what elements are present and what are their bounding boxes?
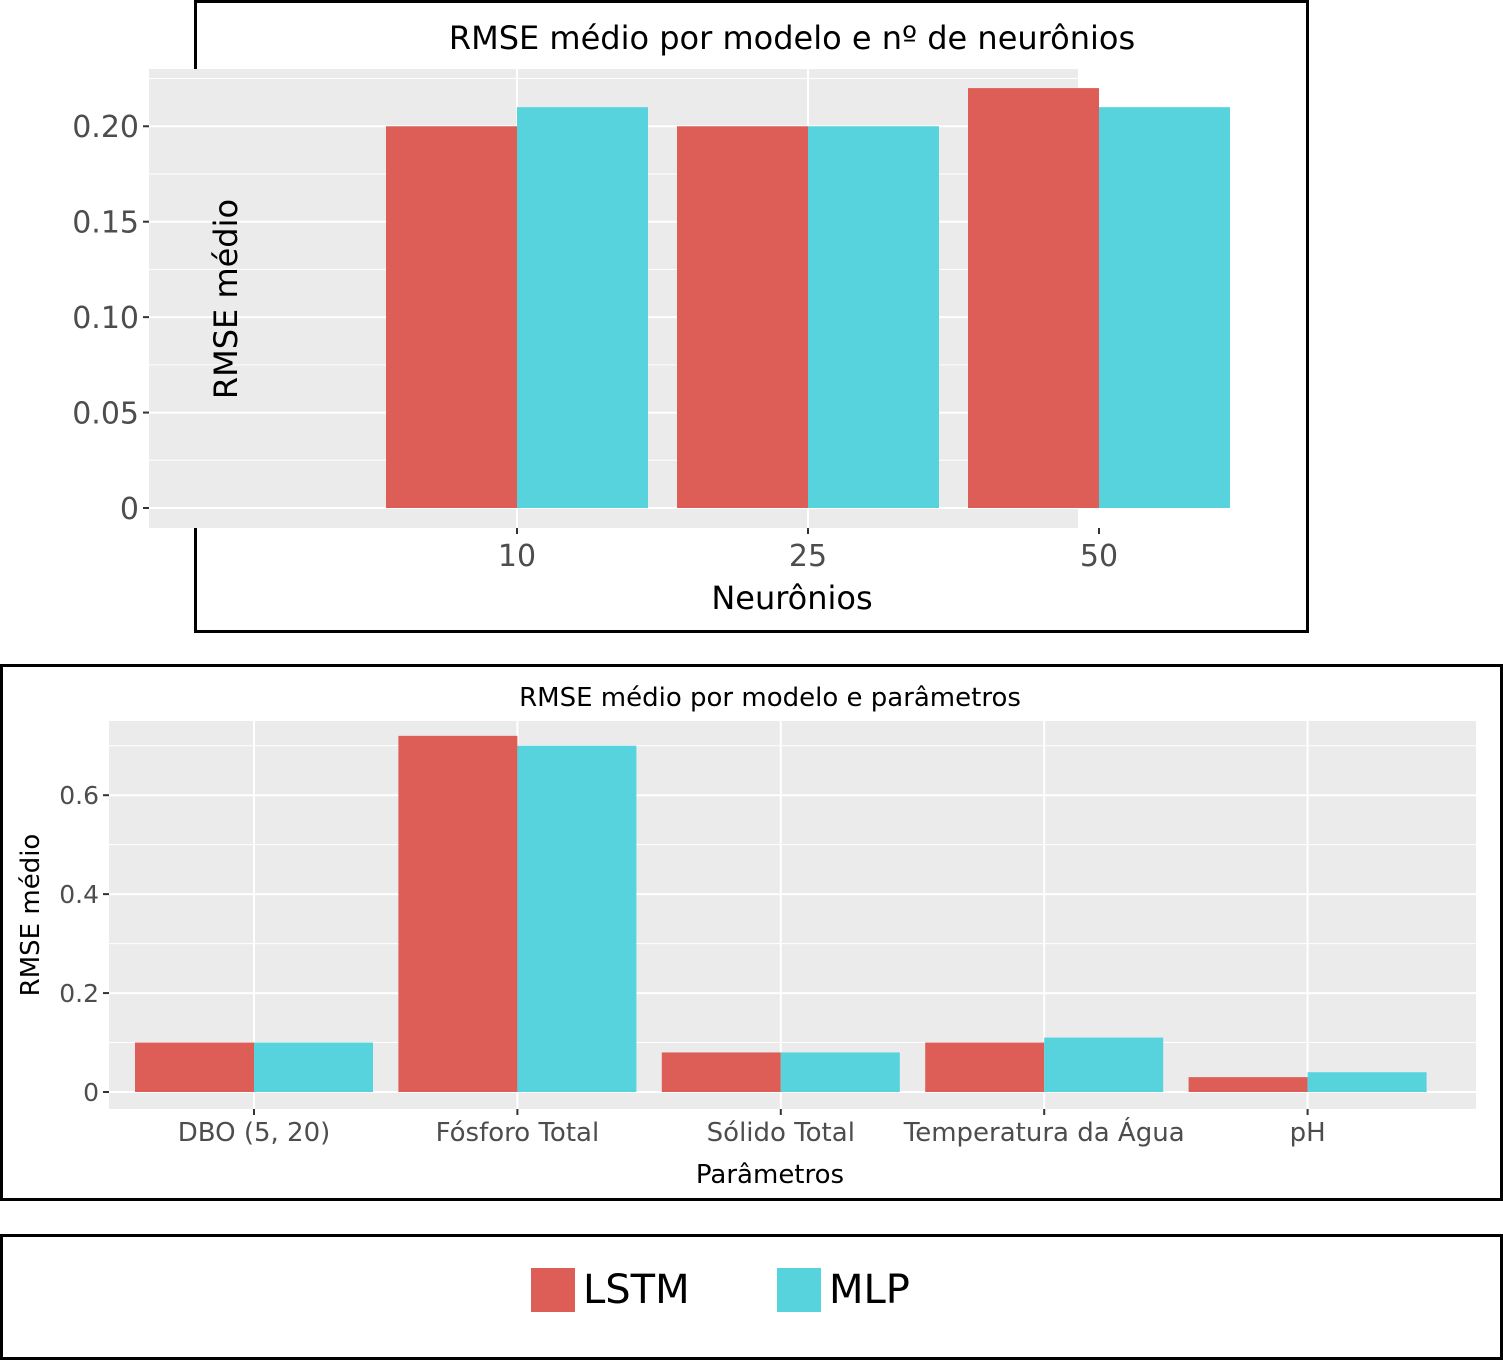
y-tick-label: 0.2 [59,979,99,1008]
bar-mlp-4 [1307,1072,1427,1092]
plot-area: 0 0.05 0.10 0.15 0.20 10 25 50 [72,69,1230,574]
chart-panel-neurons: 0 0.05 0.10 0.15 0.20 10 25 50 RMSE médio por m… [72,0,1309,633]
x-tick-label: Sólido Total [707,1118,855,1148]
chart-parameters-svg: 0 0.2 0.4 0.6 DBO (5, 20) Fósforo Total Sólido… [16,683,1476,1190]
bar-mlp-2 [780,1052,900,1092]
y-axis-label: RMSE médio [16,834,46,997]
legend-panel: LSTM MLP [0,1234,1503,1360]
bar-lstm-4 [1188,1077,1308,1092]
bar-lstm-0 [386,126,517,509]
y-tick-label: 0 [83,1078,99,1107]
y-axis-label: RMSE médio [207,199,245,399]
chart-title: RMSE médio por modelo e parâmetros [519,683,1021,713]
x-tick-label: 25 [789,539,827,574]
bar-lstm-3 [925,1042,1045,1092]
bar-mlp-0 [254,1042,373,1092]
legend-label-mlp: MLP [829,1267,910,1313]
legend-swatch-lstm [531,1268,575,1312]
chart-neurons-svg: 0 0.05 0.10 0.15 0.20 10 25 50 RMSE médio por m… [72,19,1230,617]
legend-label-lstm: LSTM [583,1267,690,1313]
plot-area: 0 0.2 0.4 0.6 DBO (5, 20) Fósforo Total Sólido… [59,721,1476,1148]
x-tick-label: pH [1290,1118,1326,1148]
y-tick-label: 0.05 [72,396,139,431]
bar-lstm-1 [677,126,808,509]
x-axis-label: Neurônios [711,579,872,617]
bar-mlp-2 [1099,107,1230,508]
legend-item-lstm: LSTM [531,1267,690,1313]
bar-mlp-1 [808,126,939,509]
y-tick-label: 0.6 [59,781,99,810]
legend-item-mlp: MLP [777,1267,910,1313]
bar-lstm-2 [661,1052,781,1092]
x-tick-label: 10 [498,539,536,574]
y-tick-label: 0.15 [72,205,139,240]
bar-mlp-3 [1044,1037,1164,1092]
x-tick-label: 50 [1080,539,1118,574]
legend-swatch-mlp [777,1268,821,1312]
x-axis-label: Parâmetros [696,1160,844,1190]
x-tick-label: Temperatura da Água [903,1116,1185,1148]
y-tick-label: 0.20 [72,110,139,145]
y-tick-label: 0 [120,492,139,527]
bar-lstm-0 [135,1042,254,1092]
x-tick-label: DBO (5, 20) [178,1118,331,1148]
bar-mlp-0 [517,107,648,508]
bar-lstm-1 [398,735,518,1092]
bar-mlp-1 [517,745,637,1092]
bar-lstm-2 [968,88,1099,508]
chart-panel-parameters: 0 0.2 0.4 0.6 DBO (5, 20) Fósforo Total Sólido… [0,664,1503,1201]
legend: LSTM MLP [3,1237,1500,1357]
x-tick-label: Fósforo Total [436,1118,600,1148]
y-tick-label: 0.10 [72,301,139,336]
chart-title: RMSE médio por modelo e nº de neurônios [449,19,1135,57]
y-tick-label: 0.4 [59,880,99,909]
